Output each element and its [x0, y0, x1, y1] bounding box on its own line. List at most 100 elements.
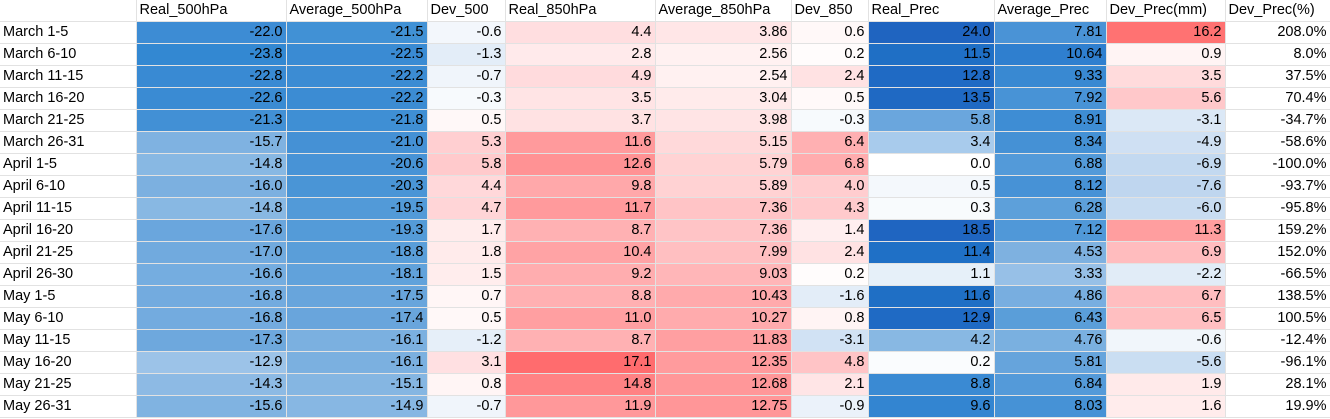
cell-real-850hpa[interactable]: 11.7 — [505, 197, 656, 220]
row-label-cell[interactable]: May 11-15 — [0, 329, 137, 352]
cell-average-prec[interactable]: 8.91 — [994, 109, 1107, 132]
cell-real-850hpa[interactable]: 8.7 — [505, 219, 656, 242]
cell-real-prec[interactable]: 12.9 — [868, 307, 995, 330]
cell-dev-prec-mm[interactable]: 0.9 — [1106, 43, 1226, 66]
header-cell-dev-850[interactable]: Dev_850 — [791, 0, 869, 22]
cell-dev-500[interactable]: 1.7 — [427, 219, 506, 242]
cell-dev-850[interactable]: 0.2 — [791, 43, 869, 66]
cell-real-500hpa[interactable]: -23.8 — [136, 43, 287, 66]
cell-average-prec[interactable]: 9.33 — [994, 65, 1107, 88]
cell-real-500hpa[interactable]: -14.8 — [136, 197, 287, 220]
cell-real-prec[interactable]: 11.6 — [868, 285, 995, 308]
cell-dev-850[interactable]: 6.8 — [791, 153, 869, 176]
cell-dev-prec-pct[interactable]: -34.7% — [1225, 109, 1330, 132]
cell-real-prec[interactable]: 0.0 — [868, 153, 995, 176]
cell-average-prec[interactable]: 8.34 — [994, 131, 1107, 154]
cell-average-500hpa[interactable]: -18.1 — [286, 263, 428, 286]
cell-dev-prec-mm[interactable]: 3.5 — [1106, 65, 1226, 88]
cell-average-500hpa[interactable]: -19.5 — [286, 197, 428, 220]
cell-average-500hpa[interactable]: -18.8 — [286, 241, 428, 264]
cell-real-850hpa[interactable]: 8.8 — [505, 285, 656, 308]
cell-dev-500[interactable]: -1.3 — [427, 43, 506, 66]
row-label-cell[interactable]: April 6-10 — [0, 175, 137, 198]
row-label-cell[interactable]: March 11-15 — [0, 65, 137, 88]
cell-dev-prec-mm[interactable]: -6.9 — [1106, 153, 1226, 176]
cell-real-500hpa[interactable]: -16.0 — [136, 175, 287, 198]
cell-average-850hpa[interactable]: 3.86 — [655, 21, 792, 44]
cell-average-850hpa[interactable]: 11.83 — [655, 329, 792, 352]
cell-dev-prec-mm[interactable]: 5.6 — [1106, 87, 1226, 110]
header-cell-dev-prec-mm[interactable]: Dev_Prec(mm) — [1106, 0, 1226, 22]
cell-real-850hpa[interactable]: 3.7 — [505, 109, 656, 132]
cell-dev-prec-mm[interactable]: -0.6 — [1106, 329, 1226, 352]
cell-average-500hpa[interactable]: -17.4 — [286, 307, 428, 330]
cell-real-prec[interactable]: 4.2 — [868, 329, 995, 352]
cell-dev-500[interactable]: 1.5 — [427, 263, 506, 286]
cell-real-850hpa[interactable]: 4.4 — [505, 21, 656, 44]
row-label-cell[interactable]: April 11-15 — [0, 197, 137, 220]
cell-average-prec[interactable]: 6.43 — [994, 307, 1107, 330]
cell-dev-prec-mm[interactable]: -4.9 — [1106, 131, 1226, 154]
cell-real-prec[interactable]: 11.5 — [868, 43, 995, 66]
cell-dev-500[interactable]: -0.7 — [427, 395, 506, 418]
cell-dev-850[interactable]: 4.0 — [791, 175, 869, 198]
cell-dev-850[interactable]: 0.6 — [791, 21, 869, 44]
row-label-cell[interactable]: March 6-10 — [0, 43, 137, 66]
cell-average-850hpa[interactable]: 7.36 — [655, 219, 792, 242]
cell-average-850hpa[interactable]: 12.75 — [655, 395, 792, 418]
cell-real-500hpa[interactable]: -12.9 — [136, 351, 287, 374]
cell-dev-850[interactable]: 4.8 — [791, 351, 869, 374]
cell-average-500hpa[interactable]: -16.1 — [286, 329, 428, 352]
cell-average-850hpa[interactable]: 7.36 — [655, 197, 792, 220]
cell-dev-850[interactable]: 0.2 — [791, 263, 869, 286]
cell-average-850hpa[interactable]: 9.03 — [655, 263, 792, 286]
cell-real-850hpa[interactable]: 9.2 — [505, 263, 656, 286]
cell-dev-prec-mm[interactable]: 6.7 — [1106, 285, 1226, 308]
cell-real-500hpa[interactable]: -16.6 — [136, 263, 287, 286]
cell-average-prec[interactable]: 6.28 — [994, 197, 1107, 220]
cell-average-500hpa[interactable]: -22.5 — [286, 43, 428, 66]
row-label-cell[interactable]: March 1-5 — [0, 21, 137, 44]
cell-dev-prec-pct[interactable]: -12.4% — [1225, 329, 1330, 352]
cell-dev-500[interactable]: 4.7 — [427, 197, 506, 220]
header-cell-average-850hpa[interactable]: Average_850hPa — [655, 0, 792, 22]
cell-average-500hpa[interactable]: -16.1 — [286, 351, 428, 374]
cell-dev-500[interactable]: 3.1 — [427, 351, 506, 374]
header-cell-average-prec[interactable]: Average_Prec — [994, 0, 1107, 22]
header-cell-real-prec[interactable]: Real_Prec — [868, 0, 995, 22]
row-label-cell[interactable]: April 21-25 — [0, 241, 137, 264]
row-label-cell[interactable]: April 16-20 — [0, 219, 137, 242]
cell-dev-prec-pct[interactable]: 138.5% — [1225, 285, 1330, 308]
cell-real-500hpa[interactable]: -15.6 — [136, 395, 287, 418]
cell-average-prec[interactable]: 5.81 — [994, 351, 1107, 374]
cell-real-500hpa[interactable]: -21.3 — [136, 109, 287, 132]
cell-average-prec[interactable]: 6.84 — [994, 373, 1107, 396]
cell-dev-prec-pct[interactable]: 37.5% — [1225, 65, 1330, 88]
cell-average-850hpa[interactable]: 3.98 — [655, 109, 792, 132]
cell-average-850hpa[interactable]: 5.15 — [655, 131, 792, 154]
cell-real-850hpa[interactable]: 2.8 — [505, 43, 656, 66]
cell-real-850hpa[interactable]: 11.0 — [505, 307, 656, 330]
cell-dev-850[interactable]: -3.1 — [791, 329, 869, 352]
cell-average-prec[interactable]: 6.88 — [994, 153, 1107, 176]
cell-real-prec[interactable]: 12.8 — [868, 65, 995, 88]
cell-real-850hpa[interactable]: 11.6 — [505, 131, 656, 154]
cell-dev-prec-pct[interactable]: -95.8% — [1225, 197, 1330, 220]
cell-dev-prec-pct[interactable]: -58.6% — [1225, 131, 1330, 154]
cell-real-prec[interactable]: 13.5 — [868, 87, 995, 110]
cell-dev-prec-mm[interactable]: 11.3 — [1106, 219, 1226, 242]
cell-real-prec[interactable]: 11.4 — [868, 241, 995, 264]
cell-average-prec[interactable]: 3.33 — [994, 263, 1107, 286]
cell-average-850hpa[interactable]: 3.04 — [655, 87, 792, 110]
cell-average-500hpa[interactable]: -20.6 — [286, 153, 428, 176]
cell-dev-prec-mm[interactable]: -2.2 — [1106, 263, 1226, 286]
cell-real-850hpa[interactable]: 14.8 — [505, 373, 656, 396]
cell-dev-prec-mm[interactable]: 6.5 — [1106, 307, 1226, 330]
cell-dev-prec-pct[interactable]: 152.0% — [1225, 241, 1330, 264]
cell-average-prec[interactable]: 4.86 — [994, 285, 1107, 308]
cell-real-500hpa[interactable]: -22.8 — [136, 65, 287, 88]
cell-real-prec[interactable]: 0.3 — [868, 197, 995, 220]
row-label-cell[interactable]: March 26-31 — [0, 131, 137, 154]
cell-real-prec[interactable]: 0.2 — [868, 351, 995, 374]
cell-real-850hpa[interactable]: 17.1 — [505, 351, 656, 374]
